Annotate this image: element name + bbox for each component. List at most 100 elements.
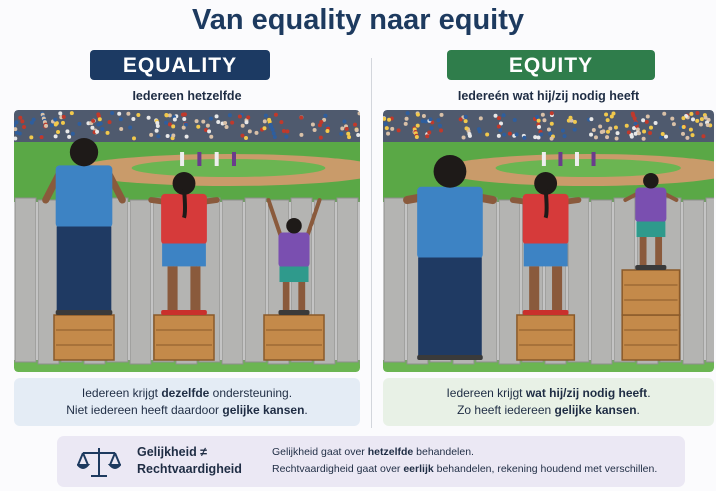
shoes [417, 355, 483, 360]
crowd [406, 111, 410, 115]
crowd [642, 137, 646, 141]
text-line: Iedereen krijgt wat hij/zij nodig heeft. [383, 385, 714, 402]
page: Van equality naar equity EQUALITYIederee… [0, 0, 716, 491]
crowd [430, 126, 434, 130]
crowd [641, 118, 645, 122]
footer-heading-2: Rechtvaardigheid [137, 461, 242, 478]
crowd [171, 134, 175, 138]
crowd [209, 117, 213, 121]
text-part: gelijke kansen [555, 403, 637, 417]
crowd [166, 134, 170, 138]
text-part: Rechtvaardigheid gaat over [272, 463, 403, 475]
crowd [608, 126, 612, 130]
head [643, 173, 659, 189]
text-part: behandelen, rekening houdend met verschi… [434, 463, 658, 475]
crowd [347, 135, 351, 139]
crowd [223, 121, 227, 125]
crowd [196, 125, 200, 129]
crowd [44, 124, 48, 128]
crowd [20, 119, 24, 123]
crowd [195, 119, 199, 123]
crowd [573, 120, 577, 124]
text-part: . [647, 386, 650, 400]
crowd [541, 113, 545, 117]
crowd [685, 136, 689, 140]
subtitle: Iedereen hetzelfde [14, 89, 360, 103]
crowd [201, 120, 205, 124]
crowd [299, 116, 303, 120]
crowd [682, 125, 686, 129]
text-line: Iedereen krijgt dezelfde ondersteuning. [14, 385, 360, 402]
crowd [299, 133, 303, 137]
crowd [704, 116, 708, 120]
crowd [230, 121, 234, 125]
crowd [209, 135, 213, 139]
box [54, 315, 114, 360]
crowd [563, 134, 567, 138]
title: Van equality naar equity [0, 4, 716, 37]
crowd [54, 134, 58, 138]
shoes [56, 310, 113, 315]
head [286, 218, 302, 234]
shoes [161, 310, 207, 315]
crowd [700, 117, 704, 121]
crowd [100, 127, 104, 131]
crowd [436, 118, 440, 122]
crowd [405, 117, 409, 121]
pants [162, 244, 206, 267]
illustration-frame [14, 110, 360, 372]
crowd [494, 114, 498, 118]
text-part: Niet iedereen heeft daardoor [66, 403, 222, 417]
crowd [62, 115, 66, 119]
text-part: eerlijk [403, 463, 433, 475]
shirt [278, 233, 309, 268]
crowd [22, 125, 26, 129]
pants [418, 258, 482, 357]
text-part: . [304, 403, 307, 417]
crowd [245, 120, 249, 124]
crowd [387, 118, 391, 122]
crowd [136, 113, 140, 117]
crowd [428, 117, 432, 121]
crowd [664, 135, 668, 139]
crowd [600, 130, 604, 134]
crowd [645, 120, 649, 124]
crowd [53, 118, 57, 122]
player [542, 152, 546, 166]
crowd [342, 119, 346, 123]
fence-plank [337, 198, 358, 362]
crowd [464, 115, 468, 119]
box [517, 315, 574, 360]
crowd [248, 129, 252, 133]
crowd [319, 120, 323, 124]
crowd [569, 116, 573, 120]
crowd [117, 112, 121, 116]
crowd [325, 129, 329, 133]
crowd [18, 116, 22, 120]
shoes [523, 310, 569, 315]
crowd [147, 116, 151, 120]
crowd [616, 131, 620, 135]
text-line: Gelijkheid gaat over hetzelfde behandele… [272, 444, 682, 461]
crowd [132, 136, 136, 140]
crowd [225, 125, 229, 129]
crowd [244, 136, 248, 140]
footer-heading-1: Gelijkheid ≠ [137, 444, 207, 461]
crowd [606, 130, 610, 134]
crowd [502, 133, 506, 137]
illustration [383, 110, 714, 372]
crowd [605, 135, 609, 139]
crowd [95, 130, 99, 134]
crowd [353, 123, 357, 127]
crowd [119, 127, 123, 131]
crowd [542, 118, 546, 122]
crowd [207, 129, 211, 133]
crowd [182, 117, 186, 121]
ponytail [546, 189, 547, 218]
crowd [614, 126, 618, 130]
text-part: Zo heeft iedereen [457, 403, 554, 417]
crowd [58, 111, 62, 115]
crowd [427, 131, 431, 135]
caption: Iedereen krijgt dezelfde ondersteuning.N… [14, 378, 360, 426]
fence-plank [222, 200, 243, 364]
